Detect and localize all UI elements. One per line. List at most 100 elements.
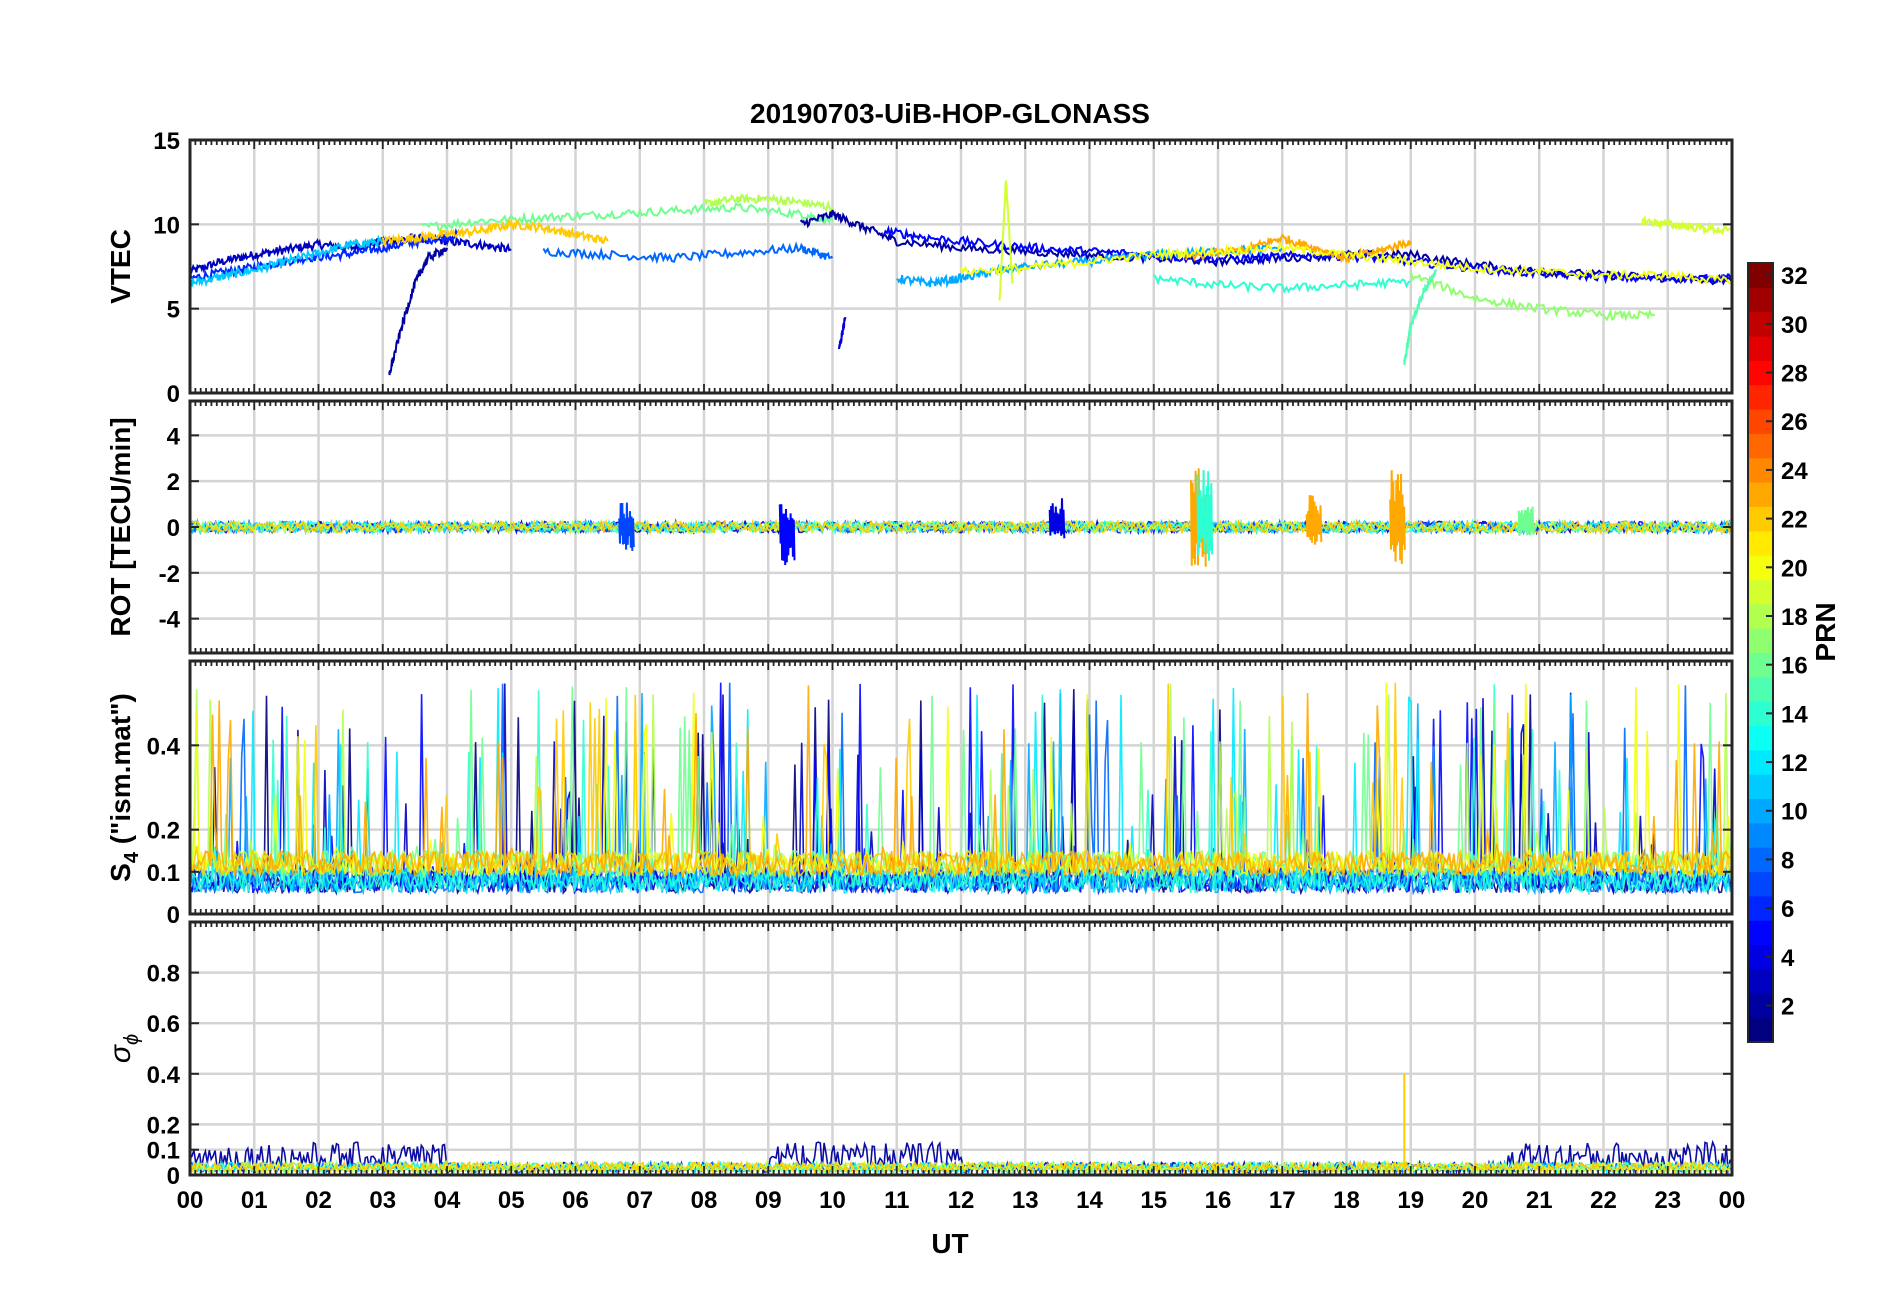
colorbar-cell <box>1748 530 1773 556</box>
vtec-trace-prn-2 <box>388 247 448 376</box>
x-axis-label: UT <box>931 1228 968 1259</box>
x-tick-label: 03 <box>369 1187 396 1214</box>
y-tick-label: 0.8 <box>147 961 180 988</box>
panel-vtec: 0 5 10 15 VTEC <box>105 128 1734 408</box>
colorbar-tick-label: 32 <box>1781 263 1808 290</box>
colorbar-tick-label: 6 <box>1781 896 1794 923</box>
colorbar-tick-label: 20 <box>1781 555 1808 582</box>
rot-spike-prn-23 <box>1389 470 1406 565</box>
x-tick-label: 17 <box>1269 1187 1296 1214</box>
colorbar-cell <box>1748 336 1773 361</box>
x-tick-label: 00 <box>1719 1187 1746 1214</box>
x-tick-label: 02 <box>305 1187 332 1214</box>
x-tick-label: 10 <box>819 1187 846 1214</box>
vtec-trace-prn-19 <box>1641 214 1732 236</box>
y-tick-label: 0.2 <box>147 1112 180 1139</box>
y-axis-label-sigma-phi: σϕ <box>104 1034 143 1063</box>
y-tick-label: 0.6 <box>147 1011 180 1038</box>
colorbar-tick-label: 30 <box>1781 312 1808 339</box>
y-tick-label: -4 <box>159 607 181 634</box>
y-tick-label: 0 <box>167 902 180 929</box>
colorbar-tick-label: 4 <box>1781 945 1795 972</box>
sigma-trace-prn-22 <box>190 1159 1731 1175</box>
colorbar-tick-label: 10 <box>1781 799 1808 826</box>
vtec-trace-prn-15 <box>1403 269 1438 366</box>
vtec-trace-prn-10 <box>896 244 1284 289</box>
vtec-trace-prn-16 <box>421 202 834 231</box>
y-tick-label: 0.1 <box>147 1138 180 1165</box>
x-tick-label: 12 <box>948 1187 975 1214</box>
x-tick-label: 20 <box>1462 1187 1489 1214</box>
colorbar-tick-label: 22 <box>1781 507 1808 534</box>
x-tick-label: 11 <box>884 1187 909 1214</box>
panel-sigma-phi: 00.10.2 0.4 0.6 0.8 σϕ <box>104 920 1734 1190</box>
colorbar-tick-label: 2 <box>1781 993 1794 1020</box>
colorbar-cell <box>1748 433 1773 459</box>
colorbar-cell <box>1748 822 1773 848</box>
vtec-trace-prn-14 <box>1153 274 1411 294</box>
panel-s4: 0 0.1 0.2 0.4S4 ("ism.mat") <box>105 659 1734 929</box>
vtec-trace-prn-8 <box>542 241 834 265</box>
x-tick-label: 09 <box>755 1187 782 1214</box>
x-tick-label: 13 <box>1012 1187 1039 1214</box>
panel-rot: -4 -2 0 2 4 ROT [TECU/min] <box>105 399 1734 655</box>
x-tick-label: 08 <box>691 1187 718 1214</box>
s4-trace-prn-23 <box>190 685 1731 879</box>
colorbar-tick-label: 26 <box>1781 409 1808 436</box>
colorbar-cell <box>1748 676 1773 702</box>
y-tick-label: 2 <box>167 469 180 496</box>
y-tick-label: 0 <box>167 381 180 408</box>
colorbar-cell <box>1748 628 1773 653</box>
colorbar-cell <box>1748 287 1773 313</box>
x-tick-label: 07 <box>626 1187 653 1214</box>
x-tick-label: 14 <box>1076 1187 1103 1214</box>
plot-area <box>190 180 1732 376</box>
plot-area <box>190 682 1732 896</box>
rot-trace-prn-19 <box>190 518 1732 536</box>
colorbar-tick-label: 24 <box>1781 458 1808 485</box>
s4-trace-prn-14 <box>190 684 1732 896</box>
colorbar-cell <box>1748 579 1773 605</box>
y-tick-label: 10 <box>153 212 180 239</box>
x-tick-label: 16 <box>1205 1187 1232 1214</box>
rot-spike-prn-14 <box>1196 469 1214 561</box>
vtec-trace-prn-22 <box>381 217 609 249</box>
x-tick-label: 21 <box>1526 1187 1553 1214</box>
vtec-trace-prn-20 <box>960 241 1732 285</box>
rot-spike-prn-16 <box>1517 506 1535 537</box>
x-tick-label: 19 <box>1397 1187 1424 1214</box>
rot-trace-prn-22 <box>190 518 1732 536</box>
plot-area <box>190 468 1732 567</box>
x-tick-label: 06 <box>562 1187 589 1214</box>
y-tick-label: 4 <box>167 423 181 450</box>
y-tick-label: 0.2 <box>147 818 180 845</box>
colorbar-cell <box>1748 968 1773 994</box>
colorbar-cell <box>1748 482 1773 507</box>
y-axis-label-vtec: VTEC <box>105 229 136 304</box>
colorbar-tick-label: 18 <box>1781 604 1808 631</box>
y-tick-label: 0.4 <box>147 733 181 760</box>
rot-spike-prn-7 <box>618 502 635 551</box>
vtec-trace-prn-4 <box>837 316 847 350</box>
x-tick-label: 04 <box>434 1187 461 1214</box>
x-tick-label: 23 <box>1654 1187 1681 1214</box>
x-tick-label: 18 <box>1333 1187 1360 1214</box>
y-axis-label-rot: ROT [TECU/min] <box>105 417 136 636</box>
vtec-trace-prn-18 <box>703 193 834 215</box>
colorbar-cell <box>1748 1017 1773 1043</box>
y-tick-label: 0.1 <box>147 860 180 887</box>
vtec-trace-prn-5 <box>882 224 1732 285</box>
colorbar-cell <box>1748 774 1773 800</box>
x-tick-label: 22 <box>1590 1187 1617 1214</box>
y-tick-label: 5 <box>167 297 180 324</box>
x-tick-label: 15 <box>1140 1187 1167 1214</box>
colorbar-cell <box>1748 920 1773 946</box>
vtec-trace-prn-17 <box>1409 271 1656 322</box>
rot-spike-prn-4 <box>1048 498 1066 539</box>
y-axis-label-s4: S4 ("ism.mat") <box>105 693 143 882</box>
x-tick-label: 05 <box>498 1187 525 1214</box>
colorbar-tick-label: 28 <box>1781 361 1808 388</box>
